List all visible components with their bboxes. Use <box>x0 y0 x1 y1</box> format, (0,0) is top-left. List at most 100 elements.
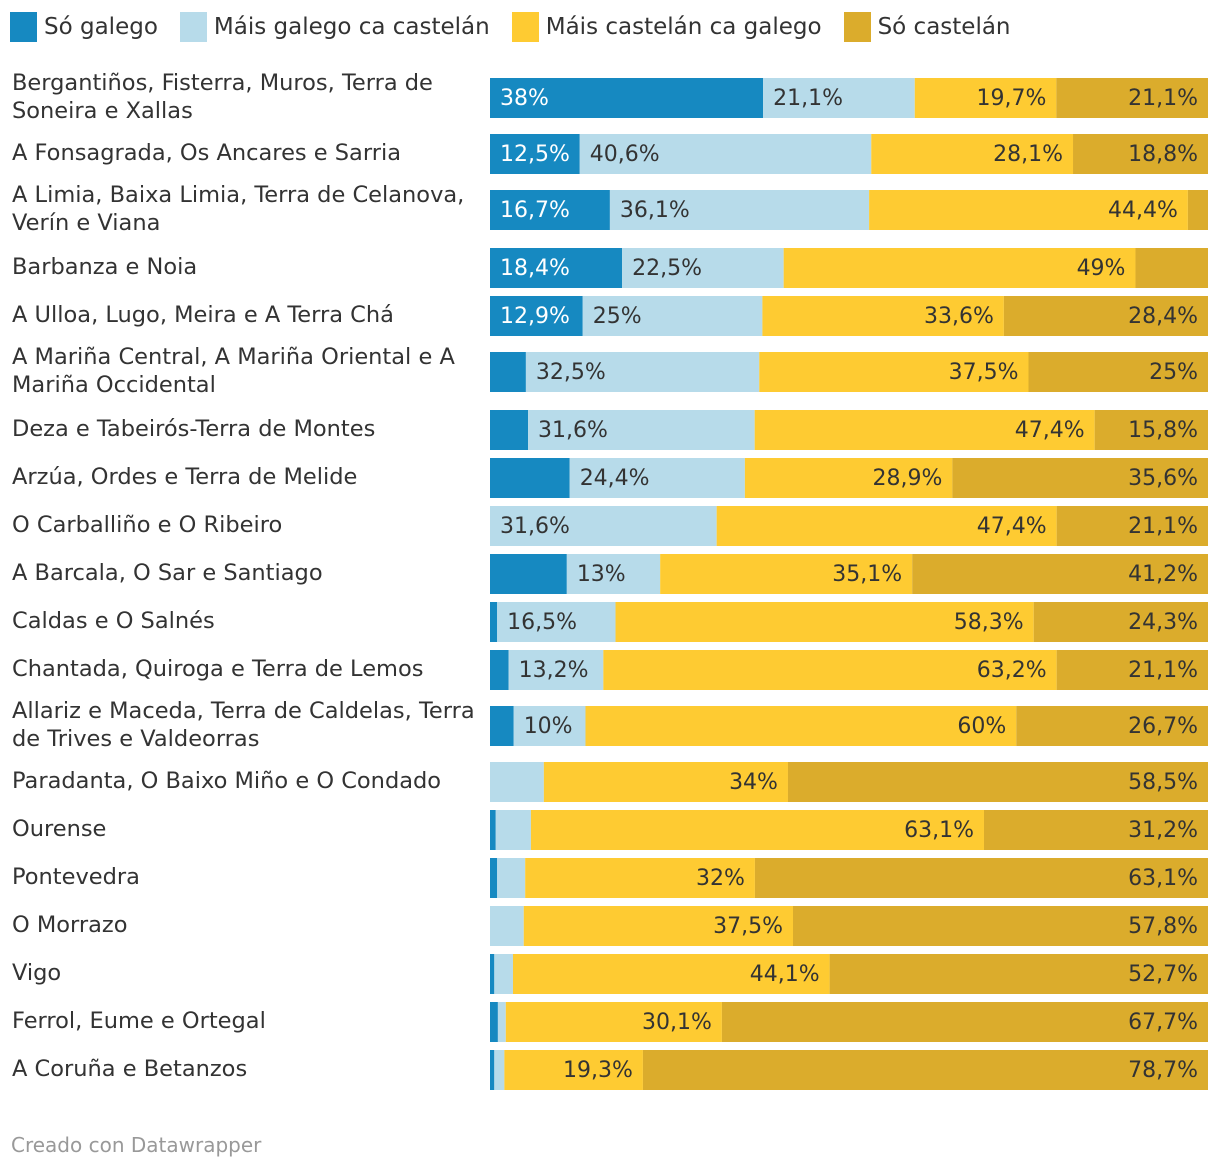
stacked-bar-chart: Bergantiños, Fisterra, Muros, Terra de So… <box>12 70 1208 1090</box>
value-label: 13,2% <box>519 658 589 683</box>
row-label: Paradanta, O Baixo Miño e O Condado <box>12 768 441 794</box>
bar-row: Caldas e O Salnés 16,5% 58,3% 24,3% <box>12 602 1208 642</box>
value-label: 37,5% <box>949 360 1019 385</box>
bar-segment <box>783 248 1136 288</box>
value-label: 44,4% <box>1108 198 1178 223</box>
bar-segment <box>490 706 514 746</box>
value-label: 24,3% <box>1128 610 1198 635</box>
row-label: Ourense <box>12 816 106 842</box>
row-label: Barbanza e Noia <box>12 254 197 280</box>
bar-row: Ferrol, Eume e Ortegal 30,1% 67,7% <box>12 1002 1208 1042</box>
value-label: 10% <box>524 714 573 739</box>
value-label: 16,5% <box>507 610 577 635</box>
value-label: 31,6% <box>538 418 608 443</box>
value-label: 31,2% <box>1128 818 1198 843</box>
bar-row: Paradanta, O Baixo Miño e O Condado 34% 58… <box>12 762 1208 802</box>
value-label: 12,5% <box>500 142 570 167</box>
value-label: 35,6% <box>1128 466 1198 491</box>
bar-segment <box>1056 78 1208 118</box>
bar-segment <box>642 1050 1208 1090</box>
bar-row: Vigo 44,1% 52,7% <box>12 954 1208 994</box>
value-label: 21,1% <box>1128 86 1198 111</box>
bar-segment <box>829 954 1208 994</box>
bar-segment <box>582 296 763 336</box>
bar-segment <box>579 134 872 174</box>
value-label: 21,1% <box>1128 514 1198 539</box>
bar-segment <box>528 410 755 450</box>
legend-label: Máis galego ca castelán <box>213 14 490 40</box>
row-label: Ferrol, Eume e Ortegal <box>12 1008 266 1034</box>
bar-row: A Fonsagrada, Os Ancares e Sarria 12,5% 40… <box>12 134 1208 174</box>
row-label: A Fonsagrada, Os Ancares e Sarria <box>12 140 401 166</box>
legend: Só galego Máis galego ca castelán Máis cas… <box>10 10 1033 44</box>
value-label: 21,1% <box>1128 658 1198 683</box>
value-label: 30,1% <box>642 1010 712 1035</box>
bar-segment <box>871 134 1074 174</box>
bar-segment <box>525 352 760 392</box>
bar-row: A Coruña e Betanzos 19,3% 78,7% <box>12 1050 1208 1090</box>
value-label: 19,3% <box>563 1058 633 1083</box>
bar-row: Pontevedra 32% 63,1% <box>12 858 1208 898</box>
value-label: 78,7% <box>1128 1058 1198 1083</box>
bar-row: Arzúa, Ordes e Terra de Melide 24,4% 28,9%… <box>12 458 1208 498</box>
legend-swatch <box>511 12 539 42</box>
bar-segment <box>504 1050 643 1090</box>
bar-row: Ourense 63,1% 31,2% <box>12 810 1208 850</box>
bar-segment <box>792 906 1208 946</box>
value-label: 28,1% <box>993 142 1063 167</box>
bar-segment <box>622 248 784 288</box>
legend-swatch <box>10 12 37 42</box>
bar-segment <box>754 410 1095 450</box>
value-label: 28,9% <box>873 466 943 491</box>
row-label: Caldas e O Salnés <box>12 608 215 634</box>
value-label: 58,5% <box>1128 770 1198 795</box>
row-label: O Morrazo <box>12 912 128 938</box>
bar-segment <box>1056 506 1208 546</box>
row-label: Allariz e Maceda, Terra de Caldelas, Ter… <box>12 698 475 752</box>
bar-segment <box>869 190 1188 230</box>
bar-segment <box>490 810 496 850</box>
bar-segment <box>1016 706 1208 746</box>
bar-segment <box>490 458 570 498</box>
value-label: 12,9% <box>500 304 570 329</box>
bar-segment <box>530 810 984 850</box>
bar-row: Allariz e Maceda, Terra de Caldelas, Ter… <box>12 698 1208 752</box>
value-label: 47,4% <box>1015 418 1085 443</box>
value-label: 24,4% <box>580 466 650 491</box>
row-label: Bergantiños, Fisterra, Muros, Terra de So… <box>12 70 433 124</box>
legend-swatch <box>843 12 871 42</box>
value-label: 28,4% <box>1128 304 1198 329</box>
bar-segment <box>716 506 1057 546</box>
value-label: 19,7% <box>976 86 1046 111</box>
bar-segment <box>490 602 498 642</box>
footer-credit: Creado con Datawrapper <box>11 1133 262 1157</box>
bar-segment <box>543 762 788 802</box>
value-label: 18,8% <box>1128 142 1198 167</box>
value-label: 32,5% <box>536 360 606 385</box>
bar-segment <box>1003 296 1208 336</box>
value-label: 36,1% <box>620 198 690 223</box>
row-label: O Carballiño e O Ribeiro <box>12 512 282 538</box>
bar-segment <box>505 1002 722 1042</box>
value-label: 25% <box>593 304 642 329</box>
value-label: 21,1% <box>773 86 843 111</box>
bar-segment <box>983 810 1208 850</box>
bar-segment <box>952 458 1208 498</box>
value-label: 18,4% <box>500 256 570 281</box>
bar-segment <box>490 650 509 690</box>
legend-label: Só castelán <box>877 14 1011 40</box>
bar-segment <box>585 706 1017 746</box>
bar-segment <box>744 458 953 498</box>
bar-segment <box>490 954 495 994</box>
bar-row: Chantada, Quiroga e Terra de Lemos 13,2% 6… <box>12 650 1208 690</box>
bar-segment <box>508 650 604 690</box>
bar-segment <box>1056 650 1208 690</box>
bar-segment <box>490 1050 495 1090</box>
value-label: 26,7% <box>1128 714 1198 739</box>
bar-row: Bergantiños, Fisterra, Muros, Terra de So… <box>12 70 1208 124</box>
bar-segment <box>523 906 793 946</box>
bar-segment <box>490 1002 498 1042</box>
bar-segment <box>603 650 1057 690</box>
